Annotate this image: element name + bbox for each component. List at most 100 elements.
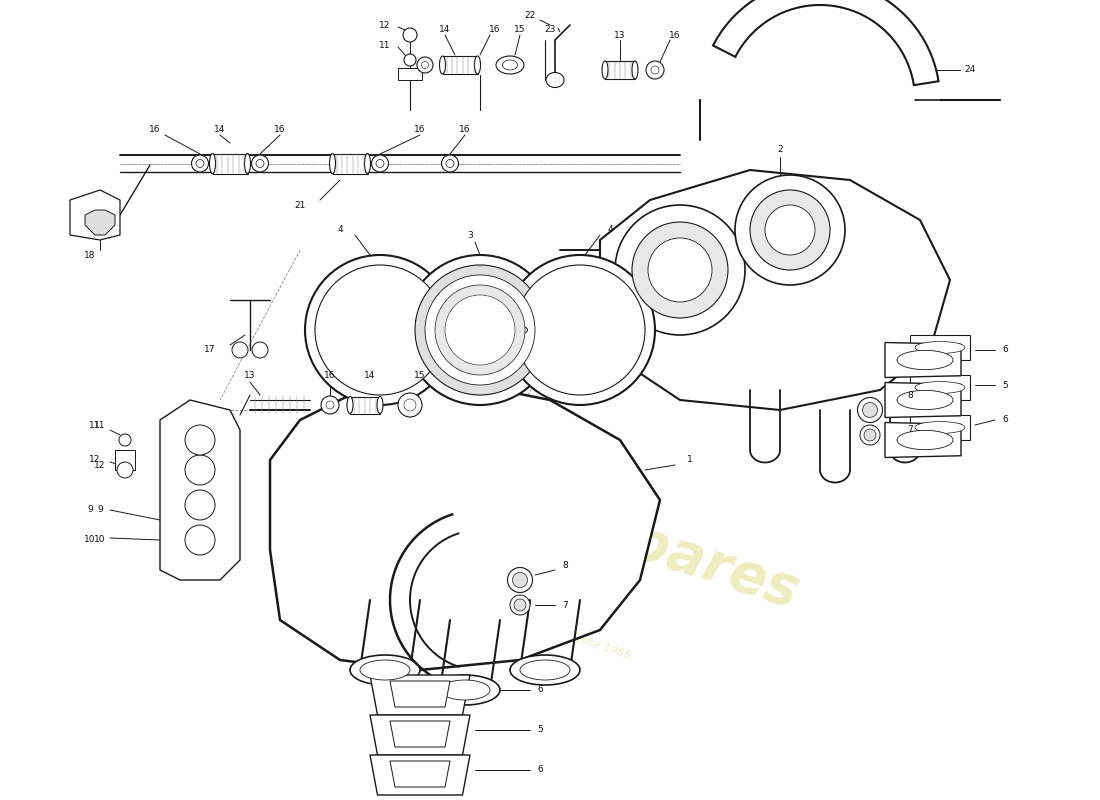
Text: 6: 6 bbox=[1002, 415, 1008, 425]
Ellipse shape bbox=[632, 61, 638, 79]
Text: 16: 16 bbox=[460, 126, 471, 134]
Ellipse shape bbox=[862, 402, 878, 418]
Circle shape bbox=[191, 155, 209, 172]
Text: 6: 6 bbox=[1002, 346, 1008, 354]
Ellipse shape bbox=[330, 154, 336, 174]
Circle shape bbox=[185, 490, 214, 520]
Circle shape bbox=[326, 401, 334, 409]
Text: 16: 16 bbox=[669, 30, 681, 39]
Polygon shape bbox=[398, 68, 422, 80]
Text: 21: 21 bbox=[295, 201, 306, 210]
Text: 9: 9 bbox=[97, 506, 103, 514]
Ellipse shape bbox=[364, 154, 371, 174]
Polygon shape bbox=[212, 154, 248, 174]
Text: 7: 7 bbox=[562, 601, 568, 610]
Polygon shape bbox=[390, 681, 450, 707]
Polygon shape bbox=[390, 761, 450, 787]
Circle shape bbox=[305, 255, 455, 405]
Polygon shape bbox=[600, 170, 950, 410]
Ellipse shape bbox=[440, 680, 490, 700]
Circle shape bbox=[252, 155, 268, 172]
Polygon shape bbox=[886, 342, 961, 378]
Text: 3: 3 bbox=[468, 230, 473, 239]
Circle shape bbox=[446, 159, 454, 167]
Ellipse shape bbox=[896, 350, 953, 370]
Polygon shape bbox=[116, 450, 135, 470]
Text: 4: 4 bbox=[338, 226, 343, 234]
Text: 18: 18 bbox=[85, 250, 96, 259]
Text: 13: 13 bbox=[614, 30, 626, 39]
Polygon shape bbox=[910, 375, 970, 400]
Circle shape bbox=[421, 62, 429, 69]
Circle shape bbox=[321, 396, 339, 414]
Polygon shape bbox=[390, 721, 450, 747]
Ellipse shape bbox=[360, 660, 410, 680]
Circle shape bbox=[376, 159, 384, 167]
Circle shape bbox=[404, 399, 416, 411]
Text: 17: 17 bbox=[205, 346, 216, 354]
Text: 5: 5 bbox=[1002, 381, 1008, 390]
Ellipse shape bbox=[915, 422, 965, 434]
Circle shape bbox=[417, 57, 433, 73]
Text: 16: 16 bbox=[490, 26, 500, 34]
Text: 15: 15 bbox=[515, 26, 526, 34]
Circle shape bbox=[185, 455, 214, 485]
Circle shape bbox=[185, 525, 214, 555]
Circle shape bbox=[372, 155, 388, 172]
Circle shape bbox=[498, 320, 518, 340]
Text: 8: 8 bbox=[908, 390, 913, 399]
Ellipse shape bbox=[350, 655, 420, 685]
Ellipse shape bbox=[440, 56, 446, 74]
Polygon shape bbox=[370, 675, 470, 715]
Text: 16: 16 bbox=[324, 370, 336, 379]
Ellipse shape bbox=[864, 429, 876, 441]
Ellipse shape bbox=[507, 567, 532, 593]
Text: 12: 12 bbox=[379, 21, 390, 30]
Text: 2: 2 bbox=[778, 146, 783, 154]
Ellipse shape bbox=[915, 342, 965, 354]
Ellipse shape bbox=[513, 573, 528, 587]
Circle shape bbox=[434, 285, 525, 375]
Circle shape bbox=[252, 342, 268, 358]
Circle shape bbox=[398, 393, 422, 417]
Polygon shape bbox=[370, 755, 470, 795]
Ellipse shape bbox=[430, 675, 500, 705]
Circle shape bbox=[256, 159, 264, 167]
Text: 10: 10 bbox=[95, 535, 106, 545]
Text: 11: 11 bbox=[89, 421, 101, 430]
Circle shape bbox=[232, 342, 248, 358]
Circle shape bbox=[764, 205, 815, 255]
Circle shape bbox=[425, 275, 535, 385]
Ellipse shape bbox=[496, 56, 524, 74]
Circle shape bbox=[441, 155, 459, 172]
Circle shape bbox=[403, 28, 417, 42]
Text: 23: 23 bbox=[544, 26, 556, 34]
Ellipse shape bbox=[432, 326, 448, 334]
Text: 16: 16 bbox=[150, 126, 161, 134]
Circle shape bbox=[515, 265, 645, 395]
Text: 9: 9 bbox=[87, 506, 92, 514]
Circle shape bbox=[185, 425, 214, 455]
Circle shape bbox=[442, 320, 462, 340]
Text: 13: 13 bbox=[244, 370, 255, 379]
Text: 1: 1 bbox=[688, 455, 693, 465]
Ellipse shape bbox=[209, 154, 216, 174]
Ellipse shape bbox=[244, 154, 251, 174]
Ellipse shape bbox=[858, 398, 882, 422]
Text: 14: 14 bbox=[214, 126, 225, 134]
Polygon shape bbox=[910, 335, 970, 360]
Text: 12: 12 bbox=[89, 455, 101, 465]
Polygon shape bbox=[332, 154, 367, 174]
Ellipse shape bbox=[346, 397, 353, 414]
Circle shape bbox=[196, 159, 204, 167]
Polygon shape bbox=[270, 380, 660, 670]
Polygon shape bbox=[350, 397, 380, 414]
Circle shape bbox=[735, 175, 845, 285]
Circle shape bbox=[646, 61, 664, 79]
Ellipse shape bbox=[602, 61, 608, 79]
Circle shape bbox=[750, 190, 830, 270]
Ellipse shape bbox=[513, 326, 528, 334]
Circle shape bbox=[632, 222, 728, 318]
Polygon shape bbox=[160, 400, 240, 580]
Ellipse shape bbox=[514, 599, 526, 611]
